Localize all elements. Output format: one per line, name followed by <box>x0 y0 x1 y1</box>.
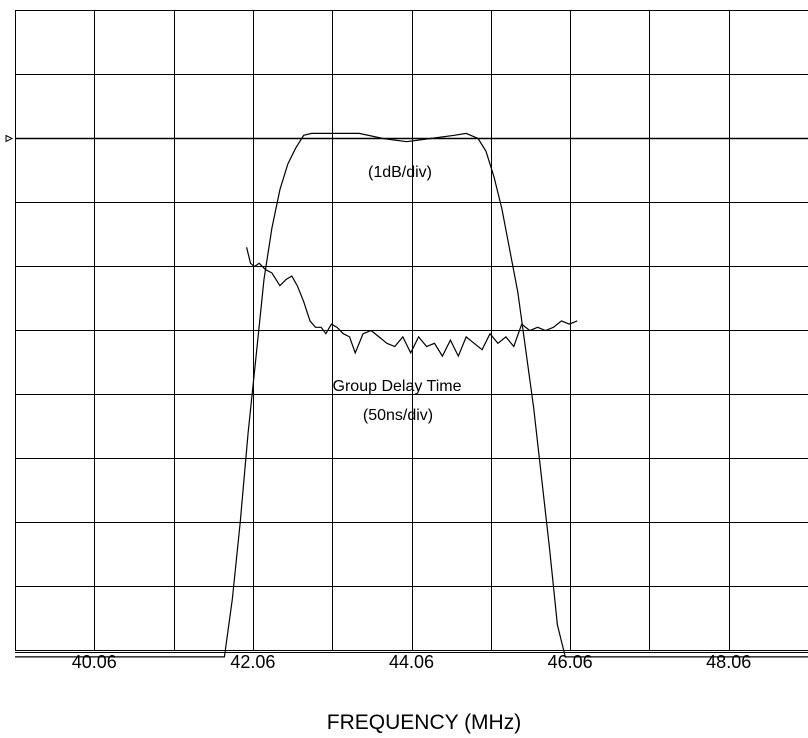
x-tick-label: 40.06 <box>72 652 117 672</box>
plot-grid <box>15 10 808 653</box>
group-delay-trace <box>246 247 578 358</box>
x-tick-label: 44.06 <box>389 652 434 672</box>
reference-marker <box>5 134 14 143</box>
x-tick-label: 48.06 <box>706 652 751 672</box>
x-tick-label: 46.06 <box>548 652 593 672</box>
reference-marker-triangle <box>5 134 14 143</box>
amplitude-trace <box>15 132 808 658</box>
x-axis-label: FREQUENCY (MHz) <box>327 711 521 734</box>
traces <box>15 132 808 658</box>
x-tick-labels: 40.06 42.06 44.06 46.06 48.06 <box>72 652 751 672</box>
amplitude-scale-label: (1dB/div) <box>368 164 432 181</box>
group-delay-label: Group Delay Time <box>333 378 462 395</box>
group-delay-scale-label: (50ns/div) <box>363 407 433 424</box>
x-tick-label: 42.06 <box>230 652 275 672</box>
